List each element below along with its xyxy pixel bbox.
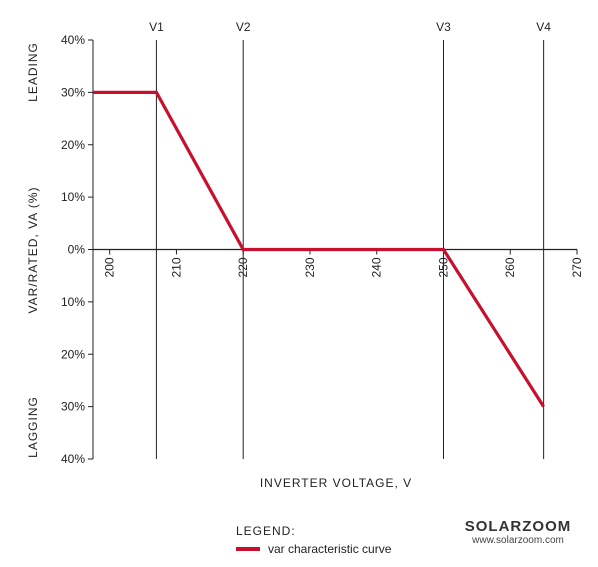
y-tick-label: 40% — [61, 33, 85, 47]
y-tick-label: 20% — [61, 347, 85, 361]
reference-line-label: V3 — [436, 20, 451, 34]
legend-entry-label: var characteristic curve — [268, 542, 392, 556]
ticks: 40% 30% 20% 10% 0% 10% 20% 30% 40% 200 210 220 230 24… — [61, 33, 584, 466]
x-axis-label: INVERTER VOLTAGE, V — [260, 476, 412, 490]
x-tick-label: 230 — [303, 257, 317, 277]
series — [93, 90, 545, 408]
y-tick-label: 10% — [61, 295, 85, 309]
watermark-logo-text: SOLARZOOM — [465, 518, 572, 535]
x-tick-label: 270 — [570, 257, 584, 277]
y-region-label-leading: LEADING — [26, 42, 40, 102]
series-line-var-curve — [93, 90, 545, 408]
y-tick-label: 10% — [61, 190, 85, 204]
watermark-logo: SOLARZOOM www.solarzoom.com — [465, 518, 572, 546]
x-tick-label: 220 — [236, 257, 250, 277]
legend-title: LEGEND: — [236, 524, 296, 538]
reference-line-label: V4 — [536, 20, 551, 34]
watermark-url: www.solarzoom.com — [471, 535, 564, 546]
y-region-label-lagging: LAGGING — [26, 396, 40, 458]
y-tick-label: 40% — [61, 452, 85, 466]
reference-line-label: V1 — [149, 20, 164, 34]
x-tick-label: 210 — [169, 257, 183, 277]
y-tick-label: 20% — [61, 138, 85, 152]
y-tick-label: 30% — [61, 400, 85, 414]
y-tick-label: 30% — [61, 85, 85, 99]
y-axis-label: VAR/RATED, VA (%) — [26, 186, 40, 313]
legend: LEGEND: var characteristic curve — [236, 524, 392, 556]
x-tick-label: 260 — [503, 257, 517, 277]
x-tick-label: 250 — [436, 257, 450, 277]
y-tick-label: 0% — [68, 243, 86, 257]
reference-lines: V1 V2 V3 V4 — [149, 20, 551, 459]
x-tick-label: 200 — [103, 257, 117, 277]
reference-line-label: V2 — [236, 20, 251, 34]
x-tick-label: 240 — [370, 257, 384, 277]
